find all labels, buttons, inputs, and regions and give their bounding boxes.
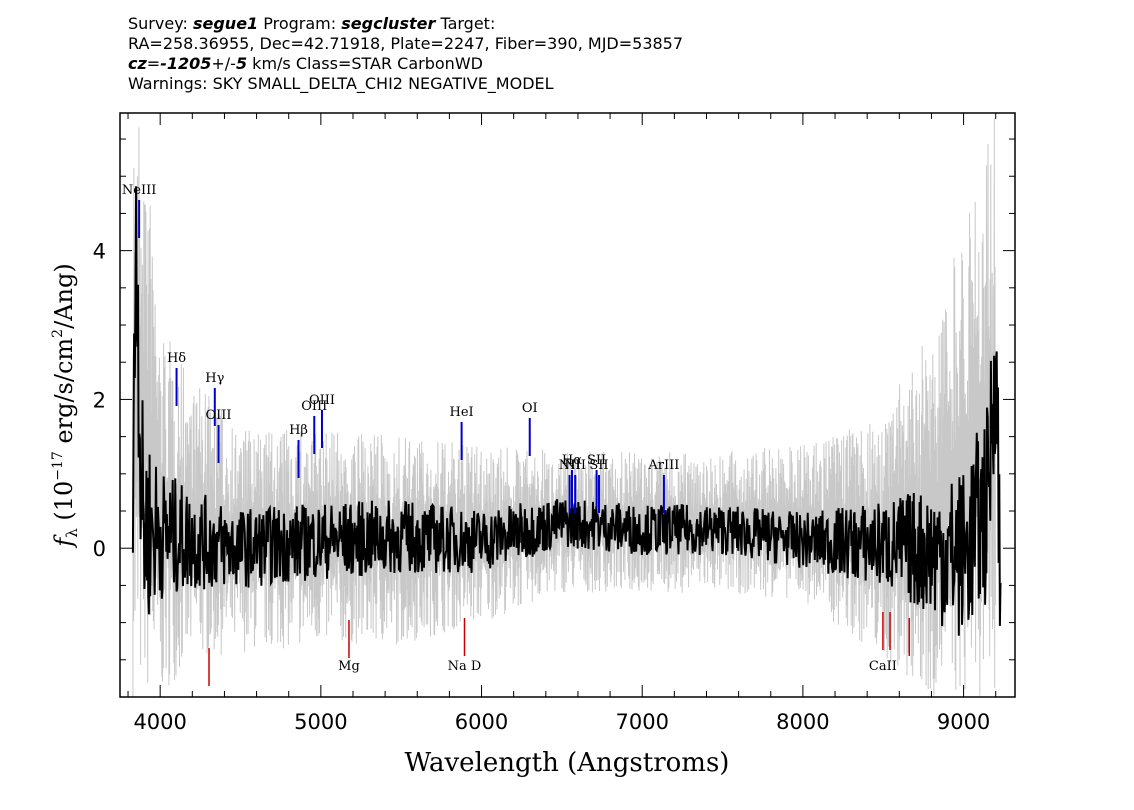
cz-class: km/s Class=STAR CarbonWD xyxy=(247,54,483,73)
spectrum-header: Survey: segue1 Program: segcluster Targe… xyxy=(128,14,683,94)
emission-label: NII xyxy=(559,458,581,473)
emission-label: SII xyxy=(589,458,608,473)
y-axis-label: fλ (10−17 erg/s/cm2/Ang) xyxy=(50,263,81,548)
cz-error: 5 xyxy=(235,54,248,73)
emission-label: Hδ xyxy=(167,351,186,366)
emission-label: OIII xyxy=(309,393,335,408)
emission-label: Hγ xyxy=(205,371,224,386)
x-tick-label: 4000 xyxy=(133,710,186,734)
x-tick-label: 5000 xyxy=(294,710,347,734)
header-line-survey: Survey: segue1 Program: segcluster Targe… xyxy=(128,14,683,34)
program-label: Program: xyxy=(258,14,342,33)
absorption-label: Na D xyxy=(448,659,482,674)
absorption-label: CaII xyxy=(869,659,897,674)
emission-label: SII xyxy=(587,453,606,468)
absorption-label: Mg xyxy=(338,659,360,674)
spectrum-trace xyxy=(131,186,1002,636)
svg-text:fλ (10−17 erg/s/cm2/Ang): fλ (10−17 erg/s/cm2/Ang) xyxy=(50,263,81,548)
cz-pm: +/- xyxy=(211,54,236,73)
x-axis-label: Wavelength (Angstroms) xyxy=(405,748,730,778)
emission-label: NII xyxy=(564,458,586,473)
y-tick-label: 0 xyxy=(93,537,106,561)
emission-label: OIII xyxy=(301,399,327,414)
cz-label: cz xyxy=(128,54,147,73)
header-line-redshift: cz=-1205+/-5 km/s Class=STAR CarbonWD xyxy=(128,54,683,74)
plot-frame xyxy=(119,112,1016,698)
x-axis-ticks: 4000 5000 6000 7000 8000 9000 xyxy=(127,113,997,734)
error-envelope-trace xyxy=(132,118,996,697)
program-value: segcluster xyxy=(341,14,436,33)
x-tick-label: 7000 xyxy=(615,710,668,734)
header-line-warnings: Warnings: SKY SMALL_DELTA_CHI2 NEGATIVE_… xyxy=(128,74,554,93)
spectrum-line xyxy=(131,186,1002,636)
survey-value: segue1 xyxy=(192,14,259,33)
x-tick-label: 8000 xyxy=(776,710,829,734)
y-tick-label: 2 xyxy=(93,388,106,412)
target-label: Target: xyxy=(435,14,496,33)
y-tick-label: 4 xyxy=(93,240,106,264)
emission-label: OI xyxy=(522,401,538,416)
emission-label: Hα xyxy=(562,453,582,468)
emission-label: OIII xyxy=(205,408,231,423)
error-envelope xyxy=(132,118,996,697)
cz-value: -1205 xyxy=(160,54,212,73)
emission-label: HeI xyxy=(450,405,474,420)
cz-eq: = xyxy=(146,54,161,73)
emission-label: NeIII xyxy=(122,183,156,198)
emission-label: Hβ xyxy=(289,423,308,438)
survey-label: Survey: xyxy=(128,14,193,33)
x-tick-label: 6000 xyxy=(455,710,508,734)
header-line-coords: RA=258.36955, Dec=42.71918, Plate=2247, … xyxy=(128,34,684,53)
x-tick-label: 9000 xyxy=(937,710,990,734)
emission-label: ArIII xyxy=(647,458,679,473)
y-axis-ticks: 0 2 4 xyxy=(93,138,1015,698)
